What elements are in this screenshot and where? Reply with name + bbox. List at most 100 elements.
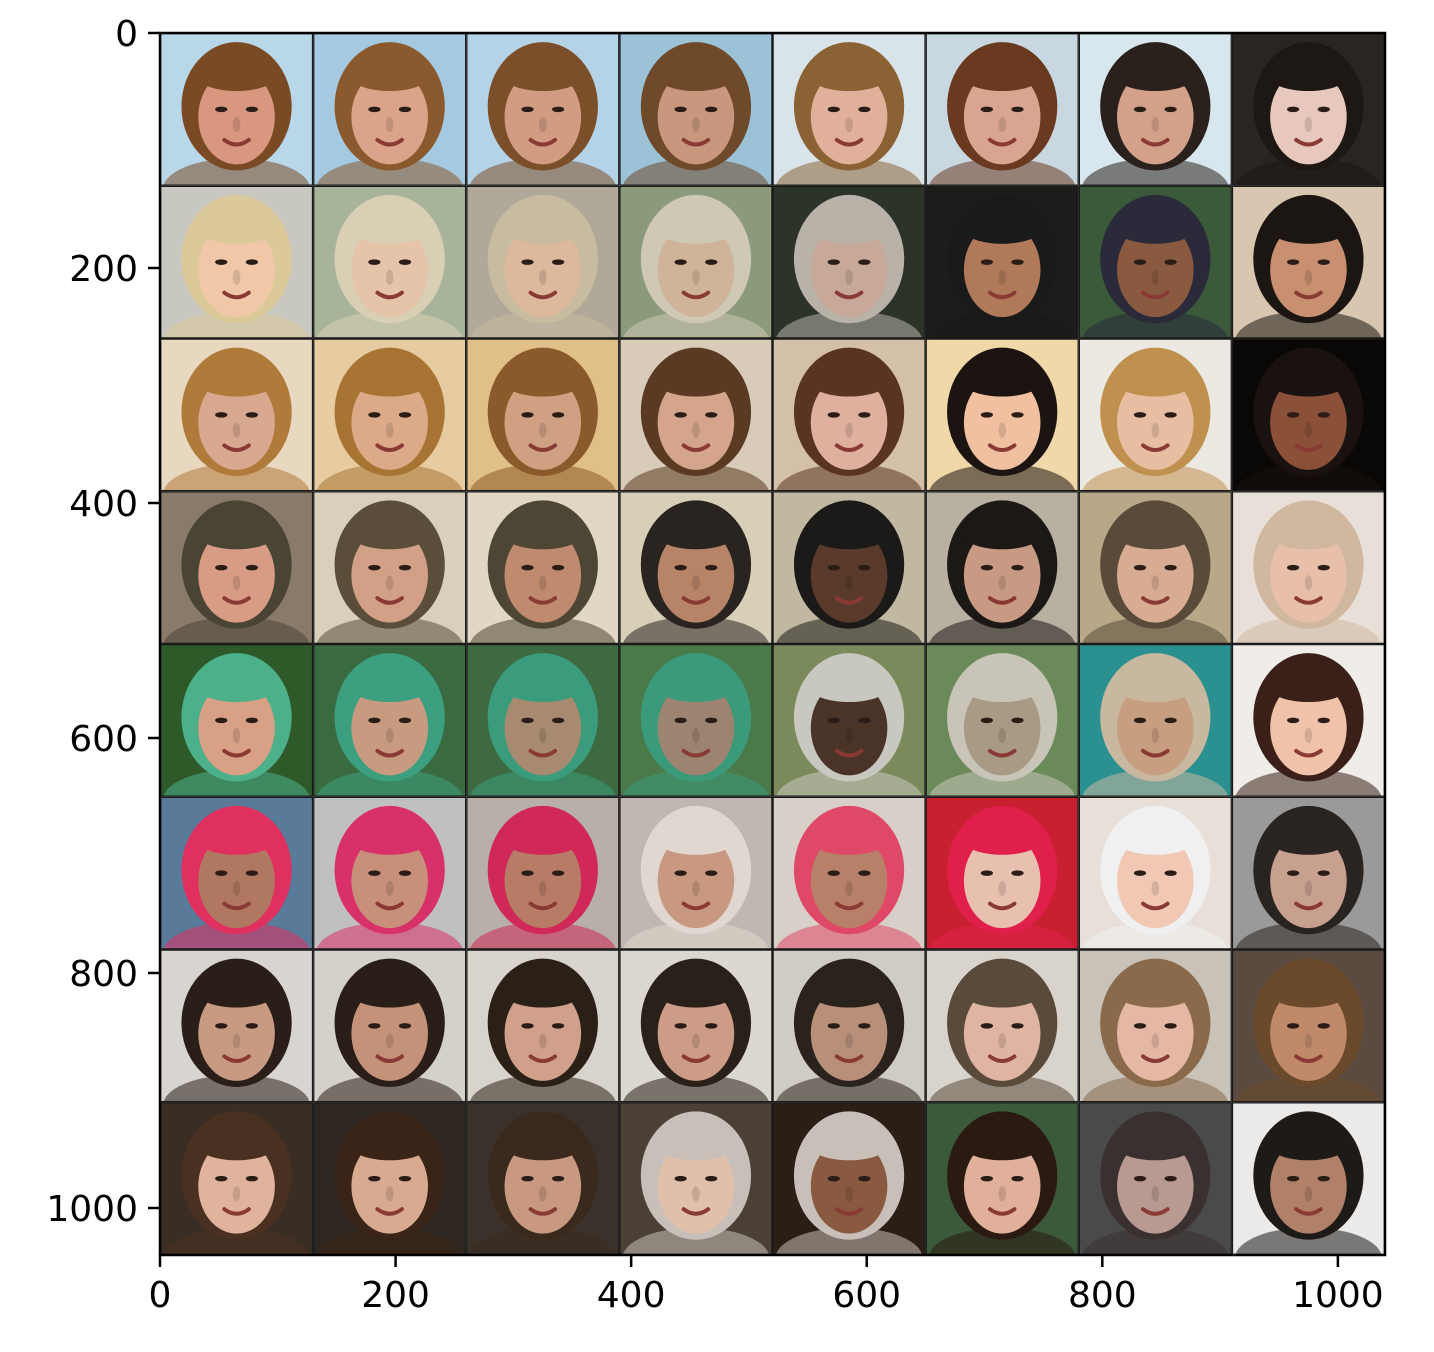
face xyxy=(1270,986,1347,1081)
face-tile xyxy=(619,644,773,797)
face-tile xyxy=(925,644,1079,797)
y-tick-label: 600 xyxy=(69,719,138,760)
face-tile xyxy=(925,796,1079,950)
face-tile xyxy=(925,338,1079,492)
face-tile xyxy=(160,185,314,339)
face xyxy=(351,69,428,165)
face xyxy=(198,680,275,776)
face-tile xyxy=(1231,644,1385,797)
face-tile xyxy=(772,796,926,950)
face-tile xyxy=(1078,338,1232,492)
face xyxy=(657,680,735,776)
face-tile xyxy=(1231,33,1385,186)
face xyxy=(1270,375,1347,470)
face xyxy=(504,833,582,929)
x-tick-label: 800 xyxy=(1068,1275,1137,1316)
face xyxy=(1117,222,1194,318)
face-tile xyxy=(772,491,926,644)
face xyxy=(351,680,428,776)
face-tile xyxy=(619,338,773,492)
x-tick-label: 400 xyxy=(597,1275,666,1316)
face xyxy=(657,833,735,929)
face-tile xyxy=(1078,33,1232,186)
face-tile xyxy=(1231,1102,1385,1255)
face xyxy=(963,986,1041,1081)
face xyxy=(1117,1138,1194,1234)
face-tile xyxy=(466,796,620,950)
face-tile xyxy=(1078,491,1232,644)
face-tile xyxy=(1231,185,1385,339)
face xyxy=(963,375,1041,470)
face-tile xyxy=(466,644,620,797)
face xyxy=(1270,222,1347,318)
face xyxy=(810,1138,888,1234)
face xyxy=(657,375,735,470)
face-tile xyxy=(772,644,926,797)
face-tile xyxy=(160,338,314,492)
face xyxy=(963,222,1041,318)
face xyxy=(1270,680,1347,776)
face xyxy=(1117,375,1194,470)
face xyxy=(504,1138,582,1234)
face xyxy=(504,222,582,318)
x-tick-label: 200 xyxy=(361,1275,430,1316)
face xyxy=(657,222,735,318)
x-tick-label: 1000 xyxy=(1292,1275,1384,1316)
face-tile xyxy=(1078,796,1232,950)
y-tick-label: 400 xyxy=(69,484,138,525)
face xyxy=(351,833,428,929)
face xyxy=(198,375,275,470)
face xyxy=(504,375,582,470)
x-tick-label: 0 xyxy=(149,1275,172,1316)
face xyxy=(504,680,582,776)
face xyxy=(963,527,1041,623)
face-tile xyxy=(925,491,1079,644)
face xyxy=(1270,1138,1347,1234)
face-tile xyxy=(160,1102,314,1255)
face-tile xyxy=(619,491,773,644)
face-tile xyxy=(466,949,620,1103)
face-tile xyxy=(619,949,773,1103)
face xyxy=(1117,986,1194,1081)
face xyxy=(1270,833,1347,929)
face xyxy=(810,833,888,929)
x-tick-label: 600 xyxy=(832,1275,901,1316)
face xyxy=(1117,680,1194,776)
face xyxy=(1270,527,1347,623)
face xyxy=(198,222,275,318)
face-tile xyxy=(160,644,314,797)
face-tile xyxy=(160,949,314,1103)
face xyxy=(198,69,275,165)
face-tile xyxy=(313,491,467,644)
face-tile xyxy=(466,185,620,339)
face xyxy=(810,375,888,470)
face-tile xyxy=(619,1102,773,1255)
face xyxy=(1117,69,1194,165)
y-tick-label: 0 xyxy=(115,14,138,55)
face-tile xyxy=(1231,796,1385,950)
face-tile xyxy=(772,1102,926,1255)
y-tick-label: 800 xyxy=(69,954,138,995)
face-tile xyxy=(925,33,1079,186)
face xyxy=(1270,69,1347,165)
face xyxy=(504,986,582,1081)
face-tile xyxy=(619,185,773,339)
y-axis: 0 200 400 600 800 1000 xyxy=(46,14,160,1230)
face xyxy=(351,1138,428,1234)
face xyxy=(810,222,888,318)
face-tile xyxy=(772,338,926,492)
face xyxy=(351,222,428,318)
face xyxy=(963,680,1041,776)
face xyxy=(351,375,428,470)
face-tile xyxy=(313,949,467,1103)
face xyxy=(810,680,888,776)
face xyxy=(657,1138,735,1234)
face xyxy=(963,1138,1041,1234)
face xyxy=(198,833,275,929)
face-tile xyxy=(160,33,314,186)
image-grid xyxy=(160,33,1385,1255)
face-tile xyxy=(925,1102,1079,1255)
face-tile xyxy=(1231,338,1385,492)
face-tile xyxy=(1078,644,1232,797)
